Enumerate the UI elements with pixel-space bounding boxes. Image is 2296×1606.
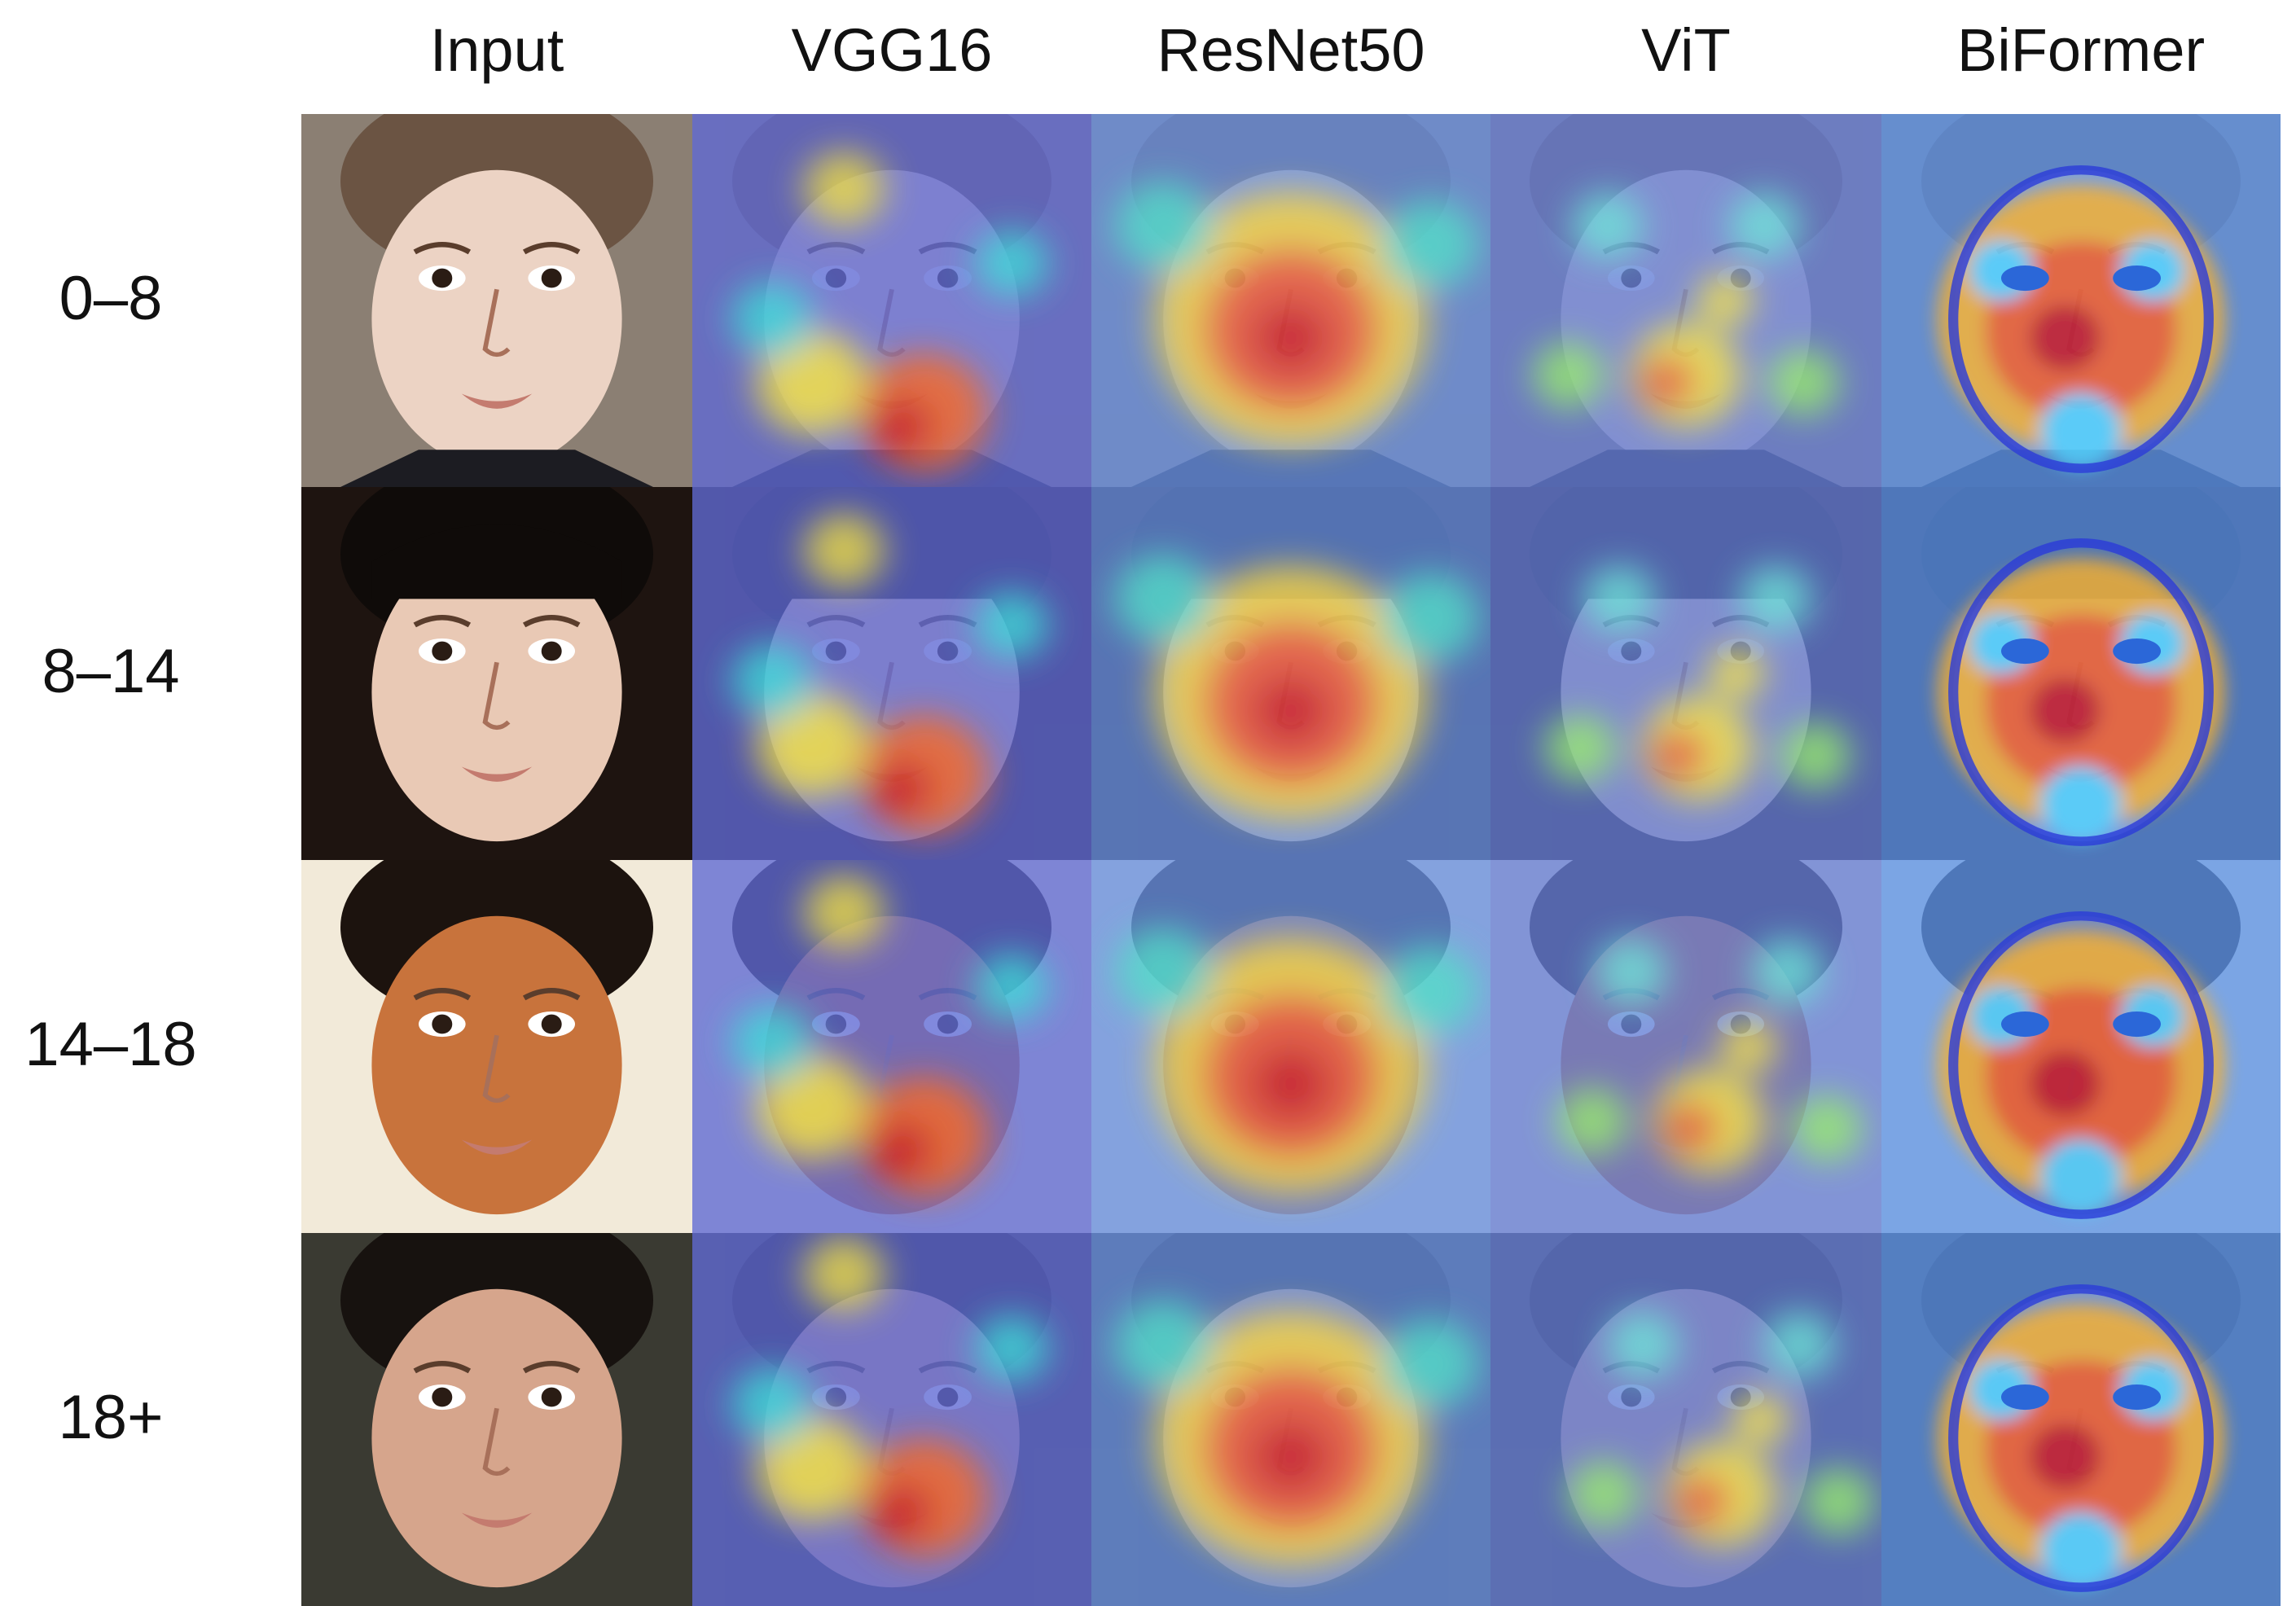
column-header-input: Input bbox=[429, 16, 564, 84]
vit-attention-map-age-14-18 bbox=[1490, 860, 1881, 1233]
input-face-image-age-8-14 bbox=[301, 487, 692, 860]
biformer-attention-map-age-0-8 bbox=[1881, 114, 2281, 487]
biformer-attention-map-age-8-14 bbox=[1881, 487, 2281, 860]
vgg16-attention-map-age-14-18 bbox=[692, 860, 1091, 1233]
input-face-image-age-18-plus bbox=[301, 1233, 692, 1606]
resnet50-attention-map-age-0-8 bbox=[1091, 114, 1490, 487]
input-face-image-age-14-18 bbox=[301, 860, 692, 1233]
resnet50-attention-map-age-18-plus bbox=[1091, 1233, 1490, 1606]
row-label-age-14-18: 14–18 bbox=[24, 1010, 197, 1079]
vit-attention-map-age-18-plus bbox=[1490, 1233, 1881, 1606]
resnet50-attention-map-age-14-18 bbox=[1091, 860, 1490, 1233]
vit-attention-map-age-8-14 bbox=[1490, 487, 1881, 860]
resnet50-attention-map-age-8-14 bbox=[1091, 487, 1490, 860]
biformer-attention-map-age-18-plus bbox=[1881, 1233, 2281, 1606]
vgg16-attention-map-age-8-14 bbox=[692, 487, 1091, 860]
biformer-attention-map-age-14-18 bbox=[1881, 860, 2281, 1233]
column-header-vit: ViT bbox=[1641, 16, 1731, 84]
column-header-biformer: BiFormer bbox=[1956, 16, 2206, 84]
vit-attention-map-age-0-8 bbox=[1490, 114, 1881, 487]
input-face-image-age-0-8 bbox=[301, 114, 692, 487]
vgg16-attention-map-age-0-8 bbox=[692, 114, 1091, 487]
row-label-age-8-14: 8–14 bbox=[42, 637, 180, 706]
row-label-age-18-plus: 18+ bbox=[58, 1383, 164, 1452]
row-label-age-0-8: 0–8 bbox=[59, 264, 163, 333]
column-header-vgg16: VGG16 bbox=[791, 16, 993, 84]
column-header-resnet50: ResNet50 bbox=[1157, 16, 1425, 84]
vgg16-attention-map-age-18-plus bbox=[692, 1233, 1091, 1606]
